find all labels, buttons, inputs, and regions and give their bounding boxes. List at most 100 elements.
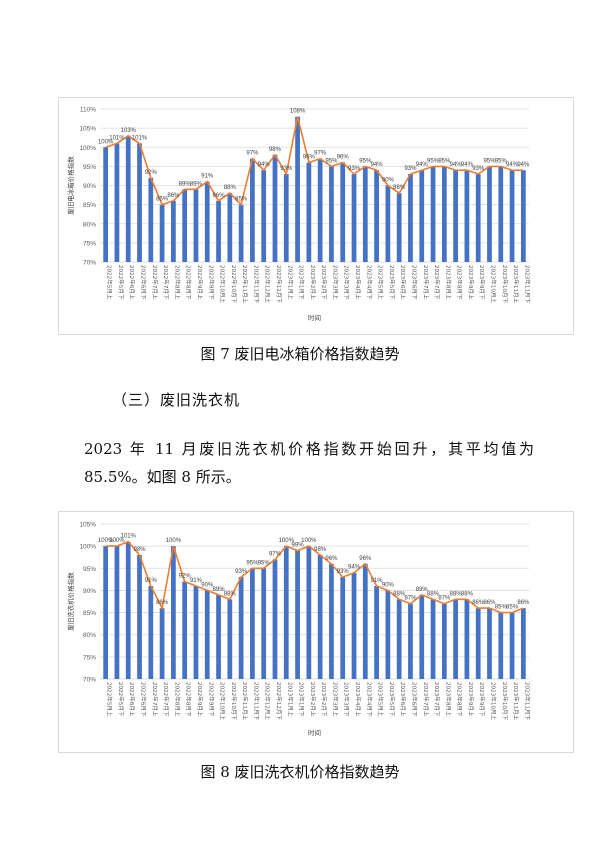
y-tick-label: 90% — [83, 588, 96, 595]
x-tick-label: 2022年8月上 — [173, 682, 181, 717]
x-tick-label: 2023年6月上 — [399, 265, 407, 300]
data-label: 103% — [121, 128, 137, 134]
data-label: 94% — [450, 162, 463, 168]
bar — [396, 599, 402, 679]
x-tick-label: 2023年11月上 — [512, 265, 520, 304]
bar — [216, 594, 221, 679]
y-tick-label: 85% — [83, 610, 96, 617]
data-label: 88% — [393, 185, 406, 191]
x-axis-label: 时间 — [308, 728, 321, 737]
bar — [520, 608, 526, 679]
bar — [250, 158, 255, 262]
bar — [272, 154, 278, 262]
x-tick-label: 2023年8月下 — [456, 265, 464, 300]
bar — [351, 174, 357, 262]
data-label: 92% — [145, 170, 158, 176]
data-label: 85% — [156, 197, 169, 203]
bar — [193, 189, 199, 262]
data-label: 95% — [359, 158, 372, 164]
data-label: 88% — [224, 185, 237, 191]
x-tick-label: 2023年11月上 — [512, 682, 520, 721]
bar — [385, 590, 391, 679]
data-label: 94% — [461, 162, 474, 168]
x-tick-label: 2022年7月下 — [162, 682, 170, 717]
data-label: 86% — [156, 600, 169, 606]
data-label: 88% — [224, 591, 237, 597]
bar — [238, 577, 244, 679]
data-label: 89% — [213, 587, 226, 593]
data-label: 96% — [337, 155, 350, 161]
data-label: 88% — [461, 591, 474, 597]
washer-chart-svg: 70%75%80%85%90%95%100%105%废旧洗衣机价格指数100%1… — [66, 522, 531, 738]
data-label: 92% — [179, 574, 192, 580]
x-tick-label: 2023年5月上 — [377, 682, 385, 717]
y-tick-label: 100% — [79, 145, 96, 152]
x-tick-label: 2022年11月上 — [241, 265, 249, 304]
y-tick-label: 75% — [83, 240, 96, 247]
x-tick-label: 2022年9月下 — [207, 265, 215, 300]
bar — [498, 612, 504, 679]
bar — [261, 170, 267, 262]
data-label: 98% — [134, 547, 147, 553]
data-label: 100% — [109, 538, 125, 544]
x-tick-label: 2023年4月下 — [365, 265, 373, 300]
y-tick-label: 80% — [83, 632, 96, 639]
bar — [125, 541, 131, 679]
bar — [306, 546, 312, 679]
bar — [272, 559, 278, 679]
bar — [374, 170, 379, 262]
data-label: 94% — [258, 162, 271, 168]
bar — [453, 599, 458, 679]
data-label: 101% — [121, 534, 137, 540]
bar — [374, 586, 379, 679]
y-tick-label: 100% — [79, 544, 96, 551]
bar — [329, 563, 334, 679]
x-tick-label: 2022年7月上 — [151, 682, 159, 717]
x-tick-label: 2023年6月下 — [410, 265, 418, 300]
x-tick-label: 2022年9月上 — [196, 682, 204, 717]
bar — [204, 181, 210, 262]
bar — [295, 550, 300, 679]
bar — [227, 193, 233, 262]
data-label: 86% — [517, 600, 530, 606]
bar — [396, 193, 402, 262]
data-label: 100% — [98, 538, 114, 544]
bar — [295, 116, 300, 263]
x-tick-label: 2023年5月下 — [388, 682, 396, 717]
data-label: 90% — [382, 582, 395, 588]
y-tick-label: 70% — [83, 260, 96, 267]
data-label: 90% — [382, 178, 395, 184]
x-tick-label: 2023年6月下 — [410, 682, 418, 717]
y-tick-label: 75% — [83, 654, 96, 661]
bar — [419, 170, 425, 262]
y-tick-label: 80% — [83, 221, 96, 228]
data-label: 98% — [269, 147, 282, 153]
x-tick-label: 2023年4月上 — [354, 265, 362, 300]
data-label: 94% — [517, 162, 530, 168]
data-label: 87% — [404, 596, 417, 602]
paragraph-line-1: 2023 年 11 月废旧洗衣机价格指数开始回升，其平均值为 — [84, 440, 534, 458]
x-tick-label: 2023年2月下 — [320, 682, 328, 717]
data-label: 94% — [506, 162, 519, 168]
x-tick-label: 2023年10月下 — [501, 265, 509, 304]
bar — [509, 170, 515, 262]
data-label: 85% — [506, 605, 519, 611]
data-label: 88% — [450, 591, 463, 597]
bar — [171, 200, 176, 262]
bar — [171, 546, 176, 679]
data-label: 100% — [279, 538, 295, 544]
data-label: 89% — [190, 181, 203, 187]
bar — [329, 166, 334, 262]
x-tick-label: 2023年7月下 — [433, 682, 441, 717]
data-label: 96% — [303, 155, 316, 161]
bar — [148, 177, 154, 262]
bar — [137, 143, 142, 262]
bar — [487, 608, 492, 679]
bar — [317, 555, 323, 679]
bar — [114, 143, 120, 262]
bar — [351, 572, 357, 679]
bar — [362, 166, 368, 262]
x-tick-label: 2022年8月上 — [173, 265, 181, 300]
x-tick-label: 2022年10月上 — [219, 265, 227, 304]
data-label: 95% — [483, 158, 496, 164]
